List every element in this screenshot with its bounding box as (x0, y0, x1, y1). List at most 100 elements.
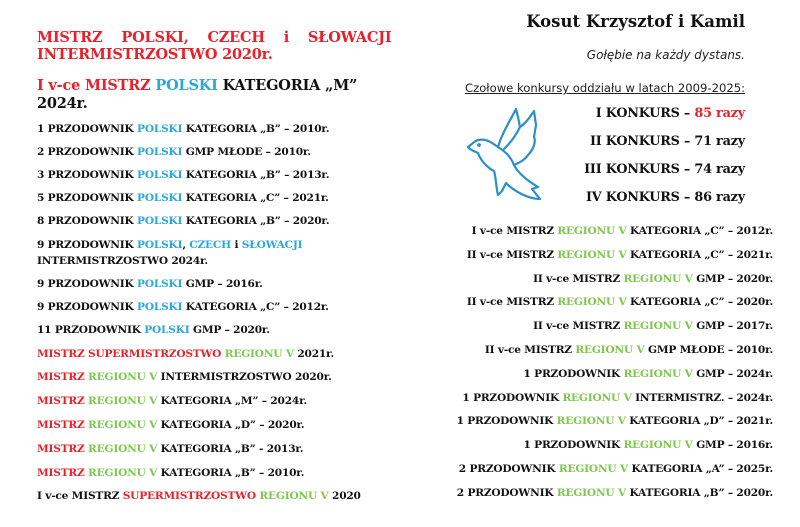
text-segment: KATEGORIA „B” – 2010r. (182, 123, 330, 135)
text-segment: GMP – 2016r. (182, 278, 263, 290)
text-segment: POLSKI (137, 169, 183, 181)
subtitle-line: 2024r. (37, 95, 88, 112)
achievement-item: MISTRZ REGIONU V KATEGORIA „D” – 2020r. (37, 419, 305, 431)
text-segment: INTERMISTRZ. – 2024r. (631, 391, 773, 404)
text-segment: POLSKI (137, 192, 183, 204)
title-line: INTERMISTRZOSTWO 2020r. (37, 46, 273, 63)
text-segment: IV KONKURS – 86 razy (585, 190, 745, 205)
text-segment: II v-ce MISTRZ (533, 272, 624, 285)
text-segment: KATEGORIA „B” – 2020r. (182, 215, 330, 227)
text-segment: 2 PRZODOWNIK (458, 463, 559, 475)
text-segment: MISTRZ (37, 419, 89, 431)
text-segment: REGIONU V (224, 348, 294, 360)
achievement-item: 1 PRZODOWNIK REGIONU V GMP – 2024r. (523, 367, 774, 380)
text-segment: KATEGORIA „C” – 2021r. (626, 248, 773, 261)
text-segment: SŁOWACJI (241, 239, 303, 251)
text-segment: 85 razy (694, 106, 745, 121)
achievement-item: MISTRZ REGIONU V KATEGORIA „B” - 2013r. (37, 443, 303, 455)
text-segment: POLSKI (137, 146, 183, 158)
text-segment: REGIONU V (623, 272, 693, 285)
text-segment: POLSKI (137, 301, 183, 313)
text-segment: POLSKI (144, 324, 190, 336)
text-segment: REGIONU V (88, 419, 158, 431)
achievement-item: 2 PRZODOWNIK POLSKI GMP MŁODE – 2010r. (37, 146, 311, 158)
text-segment: II KONKURS – 71 razy (589, 134, 745, 149)
achievement-item: 9 PRZODOWNIK POLSKI KATEGORIA „C” – 2012… (37, 301, 329, 313)
text-segment: GMP – 2024r. (692, 367, 773, 380)
text-segment: KATEGORIA „A” – 2025r. (627, 463, 773, 475)
subtitle-line: I v-ce MISTRZ POLSKI KATEGORIA „M” (37, 77, 357, 94)
achievement-item: 1 PRZODOWNIK REGIONU V GMP – 2016r. (523, 439, 774, 452)
text-segment: 11 PRZODOWNIK (37, 324, 145, 336)
text-segment: KATEGORIA „C” – 2012r. (626, 225, 773, 237)
text-segment: REGIONU V (623, 320, 693, 333)
text-segment: REGIONU V (557, 248, 627, 261)
achievement-item: II v-ce MISTRZ REGIONU V GMP – 2017r. (533, 320, 773, 332)
text-segment: MISTRZ SUPERMISTRZOSTWO (37, 348, 225, 360)
achievement-item: 3 PRZODOWNIK POLSKI KATEGORIA „B” – 2013… (37, 169, 330, 181)
achievement-item: I v-ce MISTRZ REGIONU V KATEGORIA „C” – … (471, 225, 774, 237)
owner-name: Kosut Krzysztof i Kamil (526, 12, 745, 31)
achievement-item: 5 PRZODOWNIK POLSKI KATEGORIA „C” – 2021… (37, 192, 329, 204)
text-segment: 1 PRZODOWNIK (456, 415, 557, 428)
contest-count: I KONKURS – 85 razy (596, 106, 745, 121)
text-segment: II v-ce MISTRZ (466, 248, 558, 261)
text-segment: MISTRZ (37, 443, 89, 455)
text-segment: 1 PRZODOWNIK (523, 367, 624, 380)
contest-count: II KONKURS – 71 razy (590, 134, 745, 149)
text-segment: III KONKURS – 74 razy (584, 162, 745, 177)
text-segment: 2021r. (293, 348, 334, 360)
text-segment: INTERMISTRZOSTWO 2024r. (37, 255, 208, 267)
text-segment: 1 PRZODOWNIK (523, 439, 624, 452)
achievement-item: 11 PRZODOWNIK POLSKI GMP – 2020r. (37, 324, 270, 336)
text-segment: KATEGORIA „M” – 2024r. (157, 395, 307, 407)
text-segment: POLSKI (137, 239, 183, 251)
text-segment: 2020 (328, 490, 361, 502)
text-segment: KATEGORIA „B” - 2013r. (157, 443, 304, 455)
text-segment: CZECH (189, 239, 231, 251)
achievement-item: INTERMISTRZOSTWO 2024r. (37, 255, 208, 267)
achievement-item: 9 PRZODOWNIK POLSKI, CZECH i SŁOWACJI (37, 239, 303, 251)
text-segment: GMP – 2020r. (692, 272, 773, 285)
text-segment: I v-ce MISTRZ (471, 225, 558, 237)
text-segment: REGIONU V (575, 344, 645, 356)
text-segment: POLSKI (137, 278, 183, 290)
achievement-item: 1 PRZODOWNIK REGIONU V INTERMISTRZ. – 20… (462, 392, 773, 404)
text-segment: 5 PRZODOWNIK (37, 192, 138, 204)
text-segment: REGIONU V (556, 486, 626, 499)
achievement-item: 1 PRZODOWNIK REGIONU V KATEGORIA „D” – 2… (456, 415, 774, 428)
text-segment: REGIONU V (88, 443, 158, 455)
motto: Gołębie na każdy dystans. (586, 48, 745, 62)
text-segment: 1 PRZODOWNIK (37, 123, 138, 135)
achievement-item: 2 PRZODOWNIK REGIONU V KATEGORIA „A” – 2… (459, 463, 773, 475)
achievement-item: MISTRZ REGIONU V KATEGORIA „B” – 2010r. (37, 467, 304, 479)
text-segment: GMP MŁODE – 2010r. (182, 146, 311, 158)
achievement-item: 2 PRZODOWNIK REGIONU V KATEGORIA „B” – 2… (457, 487, 773, 499)
contests-heading: Czołowe konkursy oddziału w latach 2009-… (465, 81, 745, 95)
text-segment: GMP – 2016r. (692, 439, 773, 452)
achievement-item: 1 PRZODOWNIK POLSKI KATEGORIA „B” – 2010… (37, 123, 330, 135)
text-segment: 3 PRZODOWNIK (37, 169, 138, 181)
text-segment: II v-ce MISTRZ (533, 320, 624, 333)
text-segment: SUPERMISTRZOSTWO (122, 490, 260, 502)
text-segment: INTERMISTRZOSTWO 2020r. (37, 46, 273, 63)
text-segment: MISTRZ POLSKI, CZECH i SŁOWACJI (37, 29, 392, 46)
text-segment: REGIONU V (557, 296, 627, 309)
text-segment: II v-ce MISTRZ (484, 344, 576, 356)
text-segment: KATEGORIA „D” – 2020r. (157, 419, 305, 431)
text-segment: 9 PRZODOWNIK (37, 278, 138, 290)
achievement-item: I v-ce MISTRZ SUPERMISTRZOSTWO REGIONU V… (37, 490, 361, 502)
text-segment: KATEGORIA „D” – 2021r. (625, 415, 773, 428)
text-segment: GMP – 2020r. (189, 324, 270, 336)
achievement-item: II v-ce MISTRZ REGIONU V GMP – 2020r. (533, 273, 773, 285)
text-segment: POLSKI (137, 215, 183, 227)
achievement-item: MISTRZ REGIONU V INTERMISTRZOSTWO 2020r. (37, 371, 332, 383)
text-segment: MISTRZ (37, 467, 89, 479)
achievement-item: II v-ce MISTRZ REGIONU V KATEGORIA „C” –… (467, 296, 773, 308)
text-segment: 9 PRZODOWNIK (37, 239, 138, 251)
text-segment: REGIONU V (88, 371, 158, 383)
text-segment: REGIONU V (259, 490, 329, 502)
contest-count: III KONKURS – 74 razy (584, 162, 745, 177)
text-segment: KATEGORIA „B” – 2013r. (182, 169, 330, 181)
text-segment: I KONKURS – (595, 106, 695, 121)
